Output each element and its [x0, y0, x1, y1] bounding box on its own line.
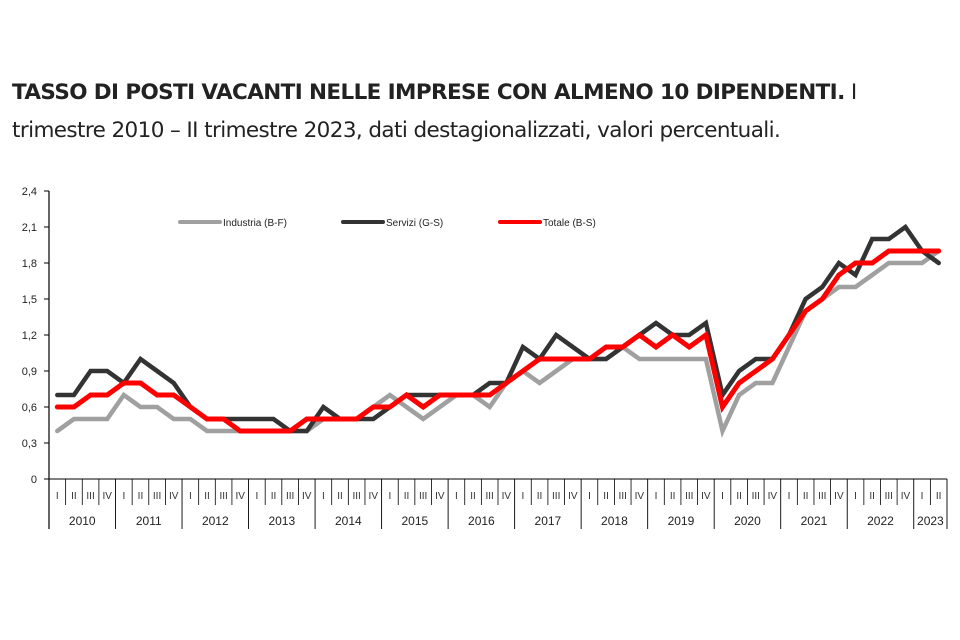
quarter-label: IV	[102, 491, 112, 502]
quarter-label: II	[138, 491, 144, 502]
quarter-label: I	[189, 491, 192, 502]
quarter-label: III	[352, 491, 360, 502]
quarter-label: IV	[369, 491, 379, 502]
legend-label: Servizi (G-S)	[386, 218, 443, 229]
quarter-label: I	[322, 491, 325, 502]
y-tick-label: 0,3	[22, 438, 37, 450]
legend-label: Industria (B-F)	[223, 218, 287, 229]
quarter-label: IV	[302, 491, 312, 502]
quarter-label: IV	[901, 491, 911, 502]
quarter-label: III	[685, 491, 693, 502]
quarter-label: II	[670, 491, 676, 502]
year-label: 2023	[917, 514, 944, 528]
year-label: 2016	[468, 514, 495, 528]
quarter-label: I	[921, 491, 924, 502]
y-tick-label: 0	[31, 474, 37, 486]
quarter-label: II	[537, 491, 543, 502]
quarter-label: I	[655, 491, 658, 502]
year-label: 2011	[136, 514, 162, 528]
chart-title: TASSO DI POSTI VACANTI NELLE IMPRESE CON…	[12, 74, 952, 150]
year-label: 2018	[601, 514, 628, 528]
quarter-label: IV	[768, 491, 778, 502]
quarter-label: II	[404, 491, 410, 502]
quarter-label: I	[788, 491, 791, 502]
year-label: 2012	[202, 514, 229, 528]
quarter-label: I	[721, 491, 724, 502]
series-line-servizi-g-s	[55, 223, 941, 434]
y-tick-label: 1,8	[22, 258, 37, 270]
quarter-label: II	[936, 491, 942, 502]
y-tick-label: 2,1	[22, 222, 37, 234]
quarter-label: I	[522, 491, 525, 502]
y-tick-label: 0,9	[22, 366, 37, 378]
year-label: 2017	[535, 514, 562, 528]
series-line-totale-b-s	[54, 248, 942, 434]
quarter-label: IV	[169, 491, 179, 502]
quarter-label: I	[122, 491, 125, 502]
quarter-label: I	[56, 491, 59, 502]
quarter-label: II	[736, 491, 742, 502]
quarter-label: IV	[502, 491, 512, 502]
y-tick-label: 1,5	[22, 294, 37, 306]
quarter-label: I	[854, 491, 857, 502]
quarter-label: IV	[236, 491, 246, 502]
quarter-label: III	[219, 491, 227, 502]
year-label: 2013	[268, 514, 295, 528]
quarter-label: II	[603, 491, 609, 502]
year-label: 2022	[867, 514, 894, 528]
y-tick-label: 1,2	[22, 330, 37, 342]
series-lines	[54, 223, 942, 438]
year-label: 2020	[734, 514, 761, 528]
quarter-label: IV	[568, 491, 578, 502]
quarter-label: II	[803, 491, 809, 502]
chart-subtitle: I trimestre 2010 – II trimestre 2023, da…	[12, 80, 857, 143]
year-label: 2010	[69, 514, 96, 528]
quarter-label: III	[619, 491, 627, 502]
quarter-label: I	[389, 491, 392, 502]
quarter-label: III	[752, 491, 760, 502]
quarter-label: III	[818, 491, 826, 502]
quarter-label: III	[153, 491, 161, 502]
quarter-label: I	[588, 491, 591, 502]
quarter-label: III	[552, 491, 560, 502]
quarter-label: II	[470, 491, 476, 502]
quarter-label: II	[71, 491, 77, 502]
year-label: 2019	[668, 514, 695, 528]
y-tick-label: 2,4	[22, 186, 37, 198]
quarter-label: III	[419, 491, 427, 502]
year-label: 2015	[402, 514, 429, 528]
quarter-label: III	[286, 491, 294, 502]
series-line-industria-b-f	[55, 248, 941, 438]
quarter-label: IV	[834, 491, 844, 502]
quarter-label: IV	[635, 491, 645, 502]
quarter-label: II	[271, 491, 277, 502]
year-label: 2021	[801, 514, 828, 528]
quarter-label: III	[885, 491, 893, 502]
quarter-label: II	[337, 491, 343, 502]
legend: Industria (B-F) Servizi (G-S) Totale (B-S)	[178, 218, 596, 229]
quarter-label: I	[455, 491, 458, 502]
quarter-label: II	[204, 491, 210, 502]
quarter-label: I	[255, 491, 258, 502]
quarter-label: IV	[701, 491, 711, 502]
year-label: 2014	[335, 514, 362, 528]
y-tick-label: 0,6	[22, 402, 37, 414]
quarter-label: III	[86, 491, 94, 502]
quarter-label: IV	[435, 491, 445, 502]
quarter-label: III	[486, 491, 494, 502]
chart-title-bold: TASSO DI POSTI VACANTI NELLE IMPRESE CON…	[12, 80, 845, 105]
quarter-label: II	[869, 491, 875, 502]
legend-label: Totale (B-S)	[543, 218, 596, 229]
